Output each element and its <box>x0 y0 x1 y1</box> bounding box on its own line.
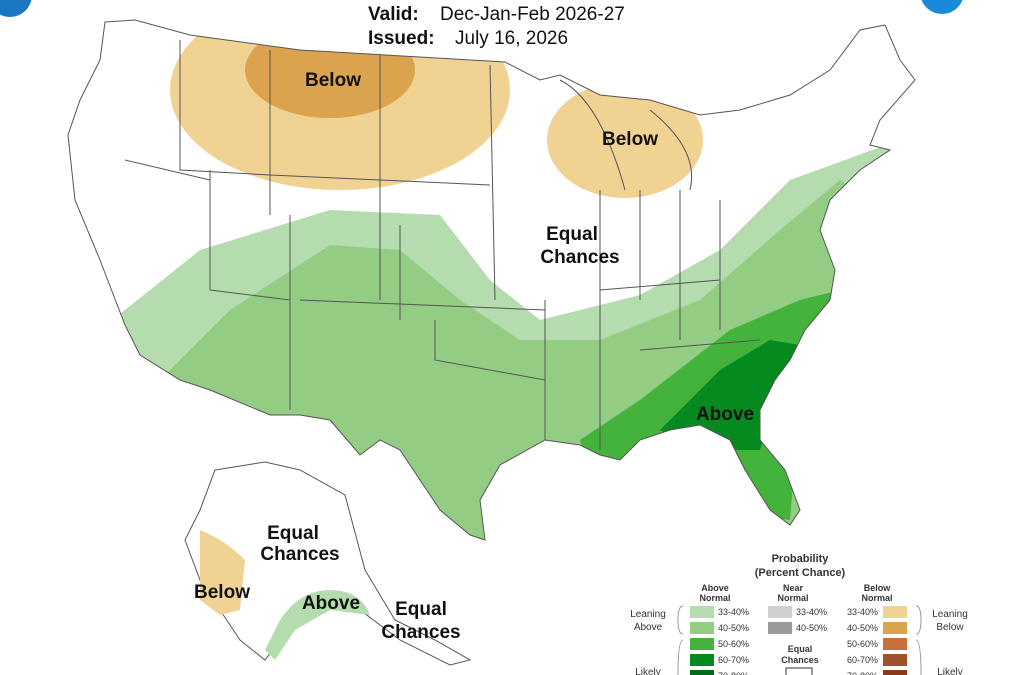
issued-label: Issued: <box>368 28 435 49</box>
logo <box>0 0 32 17</box>
legend-item: 70-80% <box>847 671 878 675</box>
state-lines <box>124 40 761 450</box>
legend-swatch <box>883 638 907 650</box>
legend-item: 50-60% <box>847 639 878 649</box>
map-label: Chances <box>540 247 619 268</box>
lakes <box>559 79 693 191</box>
map-label: Above <box>302 593 360 614</box>
legend-swatch <box>883 670 907 675</box>
legend-item: 33-40% <box>796 607 827 617</box>
legend-swatch <box>690 606 714 618</box>
legend-side: Likely <box>635 667 661 675</box>
legend-item: 40-50% <box>847 623 878 633</box>
legend-swatch <box>785 667 813 675</box>
legend-item: 40-50% <box>796 623 827 633</box>
legend-header: Normal <box>861 593 892 603</box>
legend-side: Leaning <box>932 609 968 620</box>
legend-item: 40-50% <box>718 623 749 633</box>
legend-item: 33-40% <box>847 607 878 617</box>
legend-swatch <box>690 638 714 650</box>
legend-item: 50-60% <box>718 639 749 649</box>
legend-side: Above <box>634 622 663 633</box>
legend-swatch <box>690 654 714 666</box>
map-label: Equal <box>546 224 598 245</box>
map-label: Below <box>602 129 658 150</box>
legend-header: Normal <box>699 593 730 603</box>
legend-item: 70-80% <box>718 671 749 675</box>
map-label: Equal <box>267 523 319 544</box>
valid-label: Valid: <box>368 4 419 25</box>
map-label: Below <box>194 582 250 603</box>
legend-header: Above <box>701 583 729 593</box>
logo <box>921 0 963 14</box>
legend-item: 33-40% <box>718 607 749 617</box>
legend-subtitle: (Percent Chance) <box>755 567 846 579</box>
legend-side: Leaning <box>630 609 666 620</box>
legend-swatch <box>768 606 792 618</box>
valid-value: Dec-Jan-Feb 2026-27 <box>440 4 625 25</box>
map-label: Chances <box>260 544 339 565</box>
legend-swatch <box>690 670 714 675</box>
legend-item: 60-70% <box>718 655 749 665</box>
legend-swatch <box>690 622 714 634</box>
legend-title: Probability <box>772 553 830 565</box>
legend-swatch <box>768 622 792 634</box>
legend-header: Near <box>783 583 804 593</box>
legend-equal: Equal <box>788 644 813 654</box>
legend: Probability (Percent Chance) Above Norma… <box>630 553 968 675</box>
legend-swatch <box>883 606 907 618</box>
legend-item: 60-70% <box>847 655 878 665</box>
legend-swatch <box>883 622 907 634</box>
legend-header: Normal <box>777 593 808 603</box>
legend-equal: Chances <box>781 655 819 665</box>
map-label: Chances <box>381 622 460 643</box>
issued-value: July 16, 2026 <box>455 28 568 49</box>
map-label: Above <box>696 404 754 425</box>
legend-header: Below <box>864 583 892 593</box>
legend-side: Likely <box>937 667 963 675</box>
alaska-below <box>200 530 245 615</box>
legend-side: Below <box>936 622 964 633</box>
legend-swatch <box>883 654 907 666</box>
map-label: Below <box>305 70 361 91</box>
legend-brace <box>677 605 922 675</box>
map-label: Equal <box>395 599 447 620</box>
alaska-above <box>265 590 370 660</box>
